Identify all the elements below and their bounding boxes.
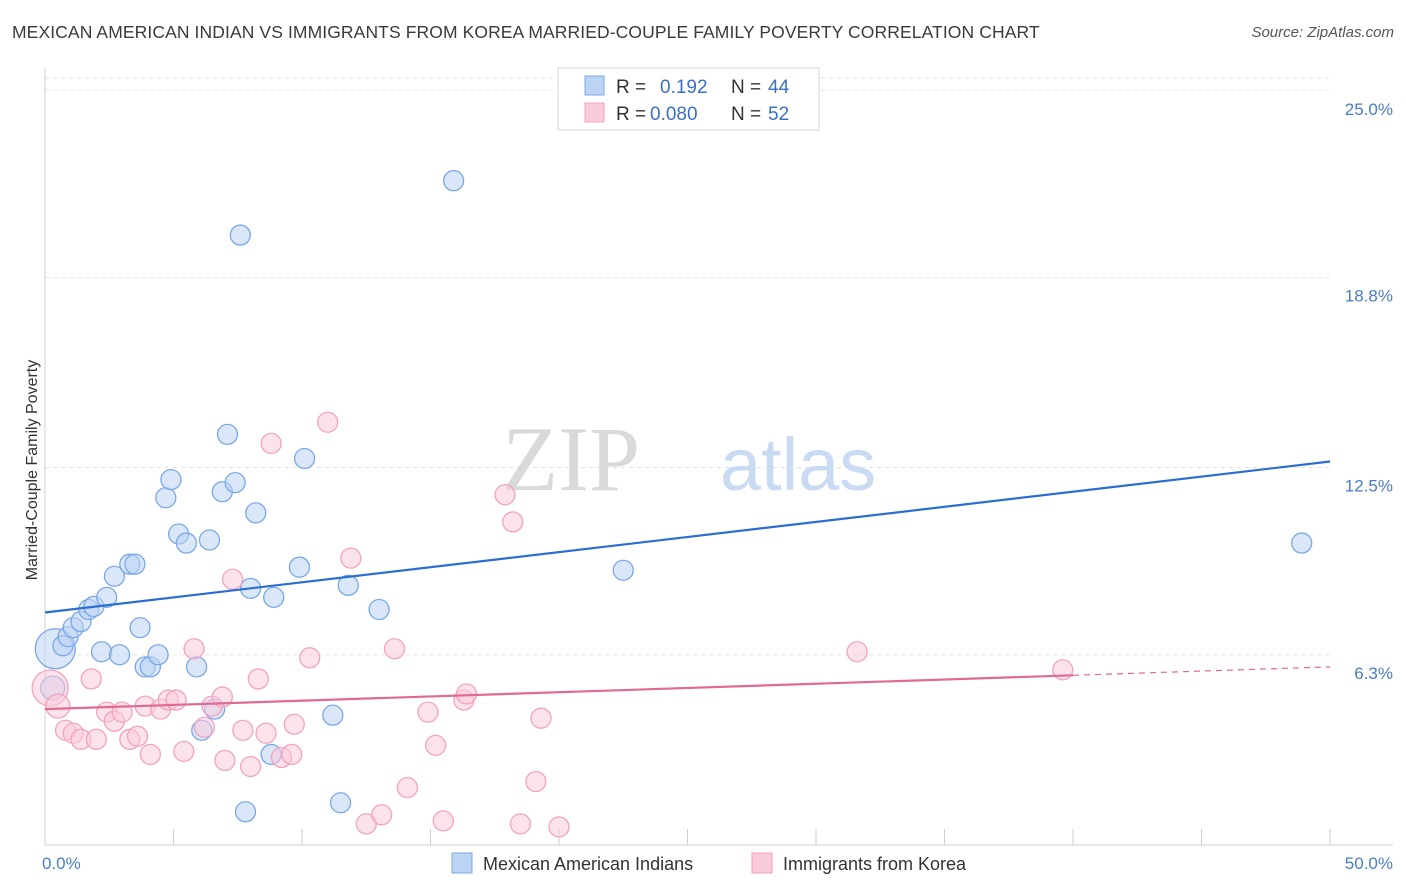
mexican-american-indian-point-16 [147,644,169,666]
korea-point-32 [299,647,321,669]
y-tick-label-0: 6.3% [1354,664,1393,683]
mexican-american-indian-point-8 [103,565,126,587]
chart-title: MEXICAN AMERICAN INDIAN VS IMMIGRANTS FR… [12,22,1040,42]
mexican-american-indian-point-34 [329,792,352,814]
korea-point-31 [283,713,305,735]
legend-n-label-1: N = [731,77,761,98]
series-legend-label-2: Immigrants from Korea [783,854,967,874]
mexican-american-indian-point-25 [216,423,239,445]
korea-point-39 [417,701,439,723]
korea-point-49 [548,816,570,838]
korea-point-27 [255,722,277,744]
mexican-american-indian-point-39 [1291,532,1313,554]
korea-point-23 [221,568,244,590]
y-tick-label-3: 25.0% [1345,100,1393,119]
mexican-american-indian-point-26 [224,472,246,494]
series-legend-label-1: Mexican American Indians [483,854,693,874]
korea-point-37 [383,638,406,660]
stats-legend: R = 0.192 N = 44 R = 0.080 N = 52 [557,67,820,131]
mexican-american-indian-point-11 [129,616,151,639]
mexican-american-indian-point-42 [234,801,257,823]
mexican-american-indian-point-31 [288,556,311,578]
x-tick-label-1: 50.0% [1345,854,1393,873]
korea-point-5 [80,668,102,690]
korea-point-9 [111,701,133,723]
series-legend-swatch-pink [751,852,773,874]
korea-point-22 [214,749,236,772]
grid [45,77,1330,656]
watermark-zip: ZIP [502,408,640,510]
y-axis-label: Married-Couple Family Poverty [24,360,41,581]
trend-line-1 [44,674,1074,711]
korea-point-45 [502,511,524,533]
korea-point-28 [260,432,282,455]
mexican-american-indian-point-12 [90,641,113,663]
trend-lines [44,460,1331,711]
tick-labels: 6.3% 12.5% 18.8% 25.0% 0.0% 50.0% [42,100,1393,873]
korea-point-38 [396,776,419,799]
legend-r-value-1: 0.192 [660,77,708,98]
korea-point-16 [165,689,187,711]
mexican-american-indian-point-33 [322,704,344,726]
mexican-american-indian-point-13 [108,644,131,666]
korea-point-18 [183,638,205,660]
legend-n-label-2: N = [731,104,761,125]
korea-point-44 [494,484,516,506]
korea-point-40 [424,734,447,757]
mexican-american-indian-point-20 [175,532,198,554]
mexican-american-indian-point-32 [293,447,316,470]
legend-r-label-2: R = [616,104,646,125]
korea-point-6 [85,728,108,750]
mexican-american-indian-point-7 [96,586,118,609]
korea-point-13 [139,743,162,766]
legend-n-value-2: 52 [768,104,789,125]
y-tick-label-1: 12.5% [1345,477,1393,496]
korea-point-41 [432,810,455,832]
trend-line-dashed-1 [1072,666,1331,676]
korea-point-26 [247,668,269,690]
mexican-american-indian-point-38 [612,559,634,581]
y-tick-label-2: 18.8% [1345,286,1393,305]
mexican-american-indian-point-10 [124,553,146,575]
watermark: ZIP atlas [502,408,876,510]
korea-point-48 [530,707,552,729]
korea-point-34 [340,547,362,569]
legend-swatch-blue [584,75,605,96]
trend-line-0 [44,460,1331,614]
axes [44,68,1393,846]
mexican-american-indian-point-17 [155,487,177,509]
series-legend-swatch-blue [451,852,473,874]
korea-point-17 [173,740,195,763]
mexican-american-indian-point-27 [229,224,251,246]
mexican-american-indian-point-18 [160,468,182,491]
korea-point-25 [239,755,262,778]
korea-point-47 [525,770,547,793]
mexican-american-indian-point-29 [245,502,267,524]
mexican-american-indian-point-21 [185,656,208,678]
korea-point-11 [126,725,149,747]
korea-point-24 [232,719,254,741]
korea-point-1 [45,693,71,719]
mexican-american-indian-point-22 [198,529,221,551]
x-tick-label-0: 0.0% [42,854,81,873]
mexican-american-indian-point-35 [337,574,359,596]
korea-point-50 [846,641,868,663]
korea-point-33 [317,411,339,433]
legend-r-value-2: 0.080 [650,104,698,125]
watermark-atlas: atlas [720,423,876,506]
korea-point-19 [193,716,215,738]
source-label: Source: ZipAtlas.com [1251,24,1394,41]
korea-point-36 [371,804,393,826]
mexican-american-indian-point-30 [263,586,285,609]
korea-point-30 [281,743,303,766]
korea-point-46 [509,813,532,835]
mexican-american-indian-point-37 [442,170,465,192]
legend-swatch-pink [584,102,605,123]
points [31,170,1313,838]
mexican-american-indian-point-36 [368,598,390,621]
legend-r-label-1: R = [616,77,646,98]
series-legend: Mexican American Indians Immigrants from… [451,852,967,874]
legend-n-value-1: 44 [768,77,790,98]
